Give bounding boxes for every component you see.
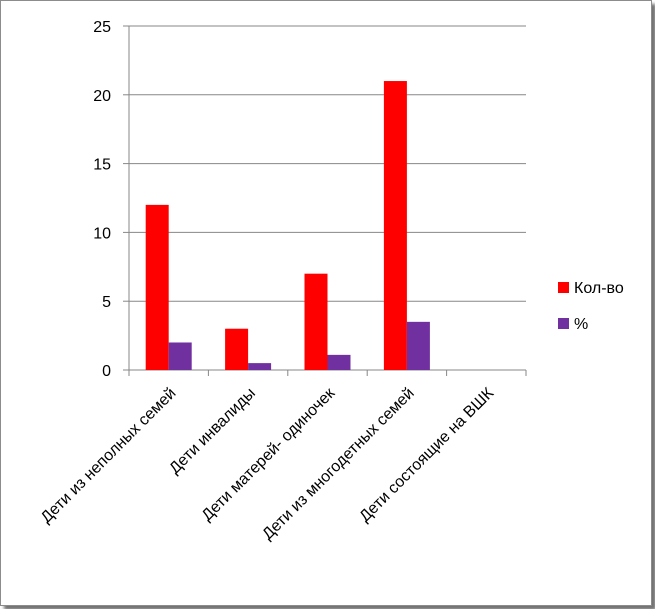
y-tick-label: 15 [93, 157, 111, 174]
y-tick-label: 0 [102, 363, 111, 380]
x-category-label: Дети из многодетных семей [259, 385, 417, 543]
y-tick-label: 5 [102, 294, 111, 311]
bar-kolvo-2 [304, 273, 328, 370]
gridlines [129, 25, 526, 302]
bars [145, 81, 430, 370]
legend-swatch [558, 282, 569, 293]
legend-label: Кол-во [574, 280, 624, 297]
y-tick-labels: 0 5 10 15 20 25 [93, 19, 111, 380]
y-tick-label: 25 [93, 19, 111, 36]
legend-label: % [574, 316, 588, 333]
bar-percent-0 [168, 342, 192, 370]
y-tick-label: 10 [93, 225, 111, 242]
x-category-label: Дети матерей- одиночек [199, 384, 339, 524]
bar-kolvo-3 [383, 81, 407, 370]
bar-kolvo-1 [225, 328, 249, 370]
legend: Кол-во% [558, 280, 624, 333]
bar-percent-1 [248, 363, 272, 370]
bar-percent-2 [327, 354, 351, 370]
x-category-label: Дети инвалиды [166, 385, 259, 478]
bar-kolvo-0 [145, 204, 169, 370]
bar-percent-3 [406, 321, 430, 370]
legend-swatch [558, 318, 569, 329]
y-tick-label: 20 [93, 88, 111, 105]
x-category-label: Дети из неполных семей [38, 385, 180, 527]
x-category-label: Дети состоящие на ВШК [356, 384, 497, 525]
